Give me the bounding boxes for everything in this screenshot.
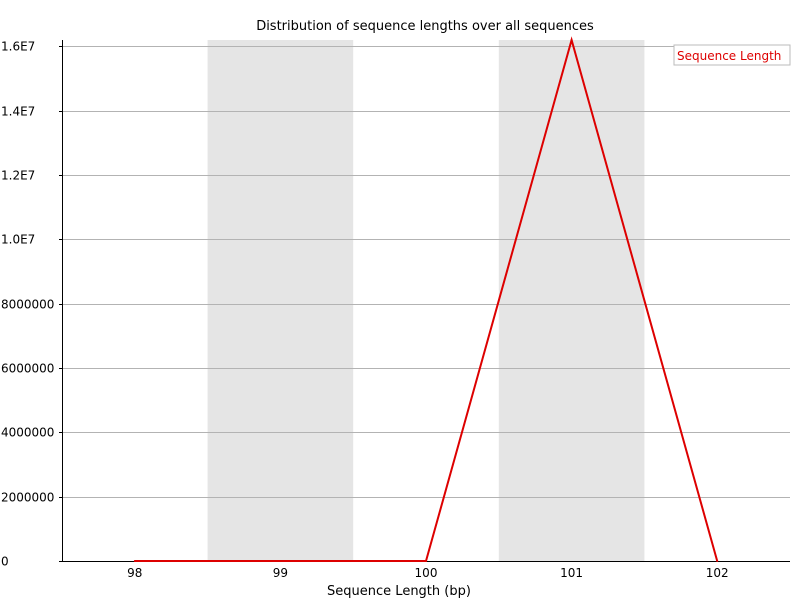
y-tick-label: 2000000 — [1, 491, 54, 505]
data-point — [133, 560, 136, 562]
x-tick-label: 98 — [127, 566, 142, 580]
background-band — [207, 40, 354, 561]
x-tick-labels: 98 99 100 101 102 — [127, 566, 728, 580]
y-tick-label: 6000000 — [1, 362, 54, 376]
background-bands — [207, 40, 645, 561]
data-point — [570, 39, 573, 41]
x-tick-label: 100 — [415, 566, 438, 580]
y-tick-label: 4000000 — [1, 426, 54, 440]
series-lines — [133, 36, 719, 562]
y-tick-label: 8000000 — [1, 298, 54, 312]
y-tick-label: 1.0E7 — [1, 233, 35, 247]
x-axis-title: Sequence Length (bp) — [327, 584, 471, 599]
y-tick-label: 1.6E7 — [1, 40, 35, 54]
legend: Sequence Length — [673, 44, 791, 66]
data-point — [279, 560, 282, 562]
chart-title: Distribution of sequence lengths over al… — [256, 19, 594, 34]
data-point — [716, 560, 719, 562]
axes — [62, 40, 790, 562]
data-point — [425, 560, 427, 562]
gridlines — [59, 46, 790, 562]
x-tick-label: 101 — [560, 566, 583, 580]
legend-entry-sequence-length: Sequence Length — [677, 49, 781, 63]
y-tick-label: 0 — [1, 555, 9, 569]
background-band — [498, 40, 645, 561]
y-tick-label: 1.4E7 — [1, 105, 35, 119]
y-tick-labels: 0 2000000 4000000 6000000 8000000 1.0E7 1.2E7 1… — [1, 40, 54, 569]
x-tick-label: 102 — [706, 566, 729, 580]
legend-box — [673, 44, 791, 66]
x-tick-label: 99 — [273, 566, 288, 580]
y-tick-label: 1.2E7 — [1, 169, 35, 183]
